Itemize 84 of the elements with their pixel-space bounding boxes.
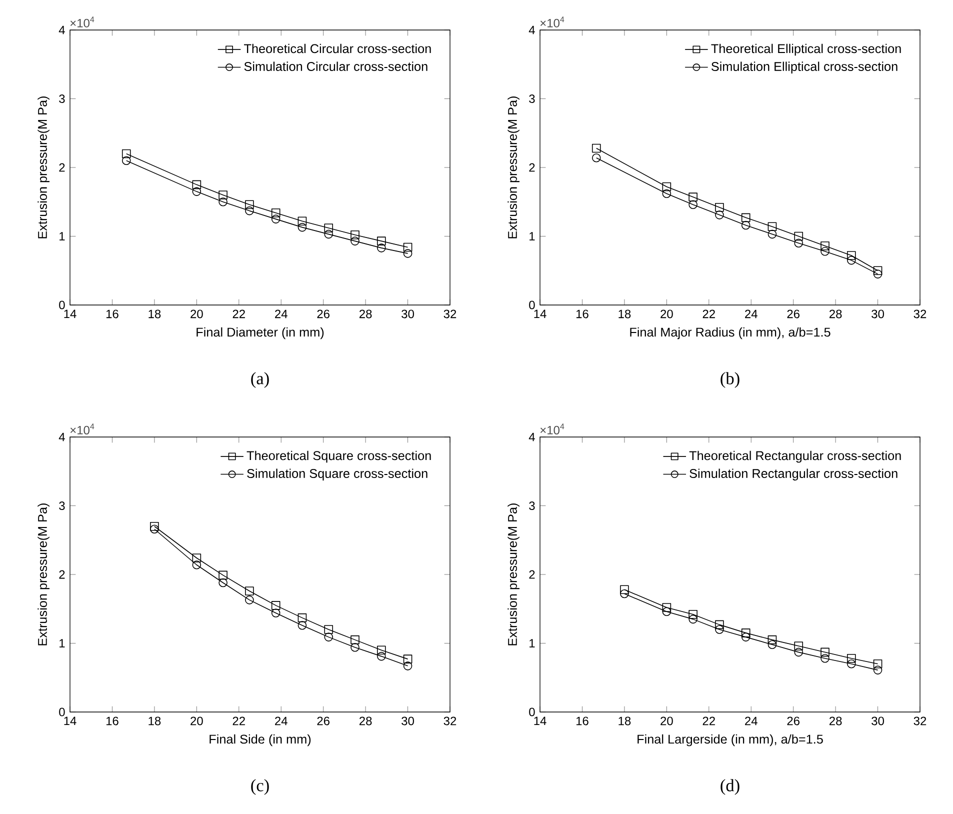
y-tick-label: 1 — [530, 639, 535, 648]
y-tick-label: 1 — [60, 639, 65, 648]
y-axis-title: Extrusion pressure(M Pa) — [508, 96, 520, 238]
x-tick-label: 24 — [275, 310, 288, 318]
y-tick-label: 1 — [530, 232, 535, 240]
x-tick-label: 16 — [106, 310, 118, 318]
x-tick-label: 30 — [402, 716, 414, 726]
x-tick-label: 32 — [444, 716, 456, 726]
x-tick-label: 18 — [618, 310, 631, 318]
text: (b) — [720, 372, 740, 388]
text: ×10$^{4}$ — [540, 16, 564, 28]
x-tick-label: 28 — [359, 310, 372, 318]
text: ×10$^{4}$ — [540, 424, 564, 434]
y-tick-label: 4 — [58, 432, 65, 442]
y-tick-label: 1 — [60, 232, 65, 240]
x-tick-label: 24 — [745, 310, 758, 318]
x-tick-label: 16 — [106, 716, 118, 726]
x-tick-label: 22 — [702, 310, 715, 318]
x-tick-label: 22 — [232, 310, 245, 318]
x-tick-label: 18 — [148, 310, 161, 318]
y-tick-label: 2 — [529, 163, 535, 172]
legend-label: Simulation Rectangular cross-section — [690, 468, 898, 481]
x-tick-label: 32 — [444, 310, 456, 318]
y-axis-title: Extrusion pressure(M Pa) — [38, 504, 50, 646]
legend-label: Theoretical Elliptical cross-section — [711, 44, 901, 56]
y-tick-label: 4 — [58, 26, 65, 34]
x-tick-label: 30 — [872, 716, 884, 726]
x-tick-label: 30 — [872, 310, 884, 318]
x-tick-label: 26 — [787, 310, 800, 318]
y-tick-label: 3 — [529, 94, 535, 103]
x-tick-label: 24 — [745, 716, 758, 726]
y-tick-label: 0 — [529, 708, 535, 716]
x-tick-label: 18 — [618, 716, 631, 726]
x-tick-label: 32 — [914, 310, 926, 318]
y-tick-label: 2 — [529, 570, 535, 579]
y-tick-label: 2 — [59, 570, 65, 579]
x-tick-label: 28 — [829, 310, 842, 318]
x-tick-label: 24 — [275, 716, 288, 726]
x-tick-label: 14 — [534, 310, 546, 318]
legend-label: Simulation Circular cross-section — [244, 62, 428, 71]
text: ×10$^{4}$ — [70, 16, 94, 28]
x-axis-title: Final Diameter (in mm) — [196, 327, 324, 340]
x-tick-label: 20 — [190, 716, 203, 726]
x-tick-label: 20 — [660, 310, 673, 318]
x-axis-title: Final Largerside (in mm), a/b=1.5 — [638, 734, 823, 746]
y-axis-title: Extrusion pressure(M Pa) — [508, 504, 520, 646]
x-axis-title: Final Side (in mm) — [210, 734, 311, 746]
x-tick-label: 20 — [190, 310, 203, 318]
y-tick-label: 0 — [529, 300, 535, 310]
y-tick-label: 3 — [59, 501, 65, 510]
y-tick-label: 0 — [59, 300, 65, 310]
x-tick-label: 22 — [702, 716, 715, 726]
x-tick-label: 14 — [64, 310, 76, 318]
legend-label: Simulation Square cross-section — [247, 468, 428, 481]
x-tick-label: 32 — [914, 716, 926, 726]
x-tick-label: 30 — [402, 310, 414, 318]
x-tick-label: 26 — [787, 716, 800, 726]
legend-label: Theoretical Circular cross-section — [244, 44, 431, 54]
x-tick-label: 14 — [64, 716, 76, 725]
x-tick-label: 26 — [317, 716, 330, 726]
x-tick-label: 16 — [576, 310, 588, 318]
x-tick-label: 14 — [534, 716, 546, 725]
x-tick-label: 28 — [359, 716, 372, 726]
legend-label: Theoretical Rectangular cross-section — [689, 450, 901, 463]
y-tick-label: 3 — [529, 501, 535, 510]
text: ×10$^{4}$ — [70, 424, 94, 434]
x-tick-label: 28 — [829, 716, 842, 726]
x-tick-label: 18 — [148, 716, 161, 726]
y-tick-label: 4 — [528, 26, 535, 34]
text: (d) — [720, 779, 740, 795]
text: (a) — [251, 372, 269, 388]
y-tick-label: 2 — [59, 163, 65, 172]
y-tick-label: 3 — [59, 94, 65, 103]
x-tick-label: 16 — [576, 716, 588, 726]
x-tick-label: 26 — [317, 310, 330, 318]
text: (c) — [251, 779, 269, 795]
y-tick-label: 0 — [59, 708, 65, 716]
y-axis-title: Extrusion pressure(M Pa) — [38, 96, 50, 238]
x-axis-title: Final Major Radius (in mm), a/b=1.5 — [630, 327, 830, 340]
legend-label: Simulation Elliptical cross-section — [711, 62, 898, 74]
x-tick-label: 22 — [232, 716, 245, 726]
y-tick-label: 4 — [528, 432, 535, 442]
x-tick-label: 20 — [660, 716, 673, 726]
legend-label: Theoretical Square cross-section — [246, 450, 431, 463]
